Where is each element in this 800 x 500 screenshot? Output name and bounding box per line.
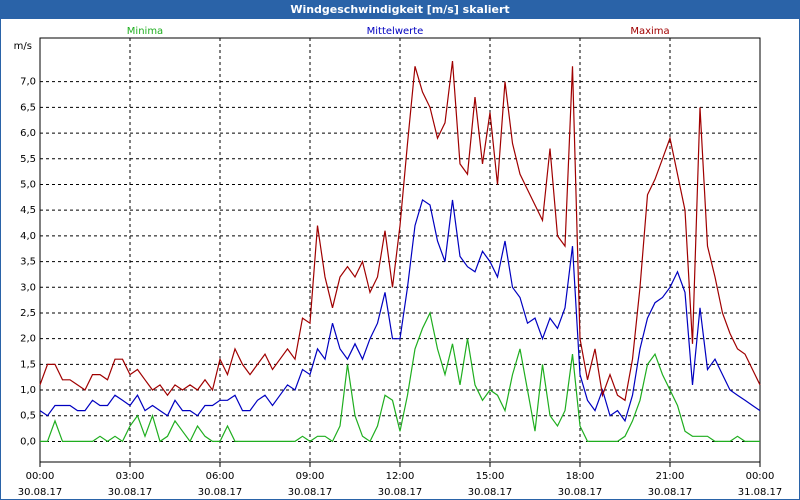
y-tick-label: 4,5: [20, 205, 36, 216]
series-line: [39, 198, 761, 423]
x-tick-date: 30.08.17: [648, 487, 693, 498]
x-tick-date: 30.08.17: [468, 487, 513, 498]
y-tick-label: 3,0: [20, 282, 36, 293]
series-line: [39, 61, 761, 402]
y-tick-label: 2,5: [20, 308, 36, 319]
x-tick-label: 15:00: [476, 471, 505, 482]
x-tick-label: 12:00: [386, 471, 415, 482]
x-tick-label: 03:00: [116, 471, 145, 482]
x-tick-date: 30.08.17: [108, 487, 153, 498]
y-tick-label: 7,0: [20, 77, 36, 88]
x-tick-date: 30.08.17: [558, 487, 603, 498]
x-tick-label: 21:00: [656, 471, 685, 482]
legend-entry: Maxima: [630, 26, 669, 37]
x-tick-date: 31.08.17: [738, 487, 783, 498]
x-tick-date: 30.08.17: [18, 487, 63, 498]
x-tick-label: 18:00: [566, 471, 595, 482]
y-tick-label: 5,5: [20, 154, 36, 165]
x-tick-label: 09:00: [296, 471, 325, 482]
y-tick-label: 0,5: [20, 411, 36, 422]
y-tick-label: 5,0: [20, 179, 36, 190]
x-tick-label: 00:00: [746, 471, 775, 482]
x-tick-date: 30.08.17: [288, 487, 333, 498]
x-tick-date: 30.08.17: [198, 487, 243, 498]
y-tick-label: 4,0: [20, 231, 36, 242]
title-bar: [0, 0, 800, 19]
legend-entry: Minima: [127, 26, 163, 37]
y-axis-label: m/s: [14, 41, 32, 52]
y-tick-label: 0,0: [20, 436, 36, 447]
y-tick-label: 2,0: [20, 334, 36, 345]
legend-entry: Mittelwerte: [367, 26, 424, 37]
chart-title: Windgeschwindigkeit [m/s] skaliert: [290, 3, 509, 16]
y-tick-label: 1,0: [20, 385, 36, 396]
y-tick-label: 6,5: [20, 102, 36, 113]
y-tick-label: 6,0: [20, 128, 36, 139]
series-line: [40, 311, 760, 443]
x-tick-label: 00:00: [26, 471, 55, 482]
y-tick-label: 1,5: [20, 359, 36, 370]
y-tick-label: 3,5: [20, 257, 36, 268]
x-tick-label: 06:00: [206, 471, 235, 482]
x-tick-date: 30.08.17: [378, 487, 423, 498]
